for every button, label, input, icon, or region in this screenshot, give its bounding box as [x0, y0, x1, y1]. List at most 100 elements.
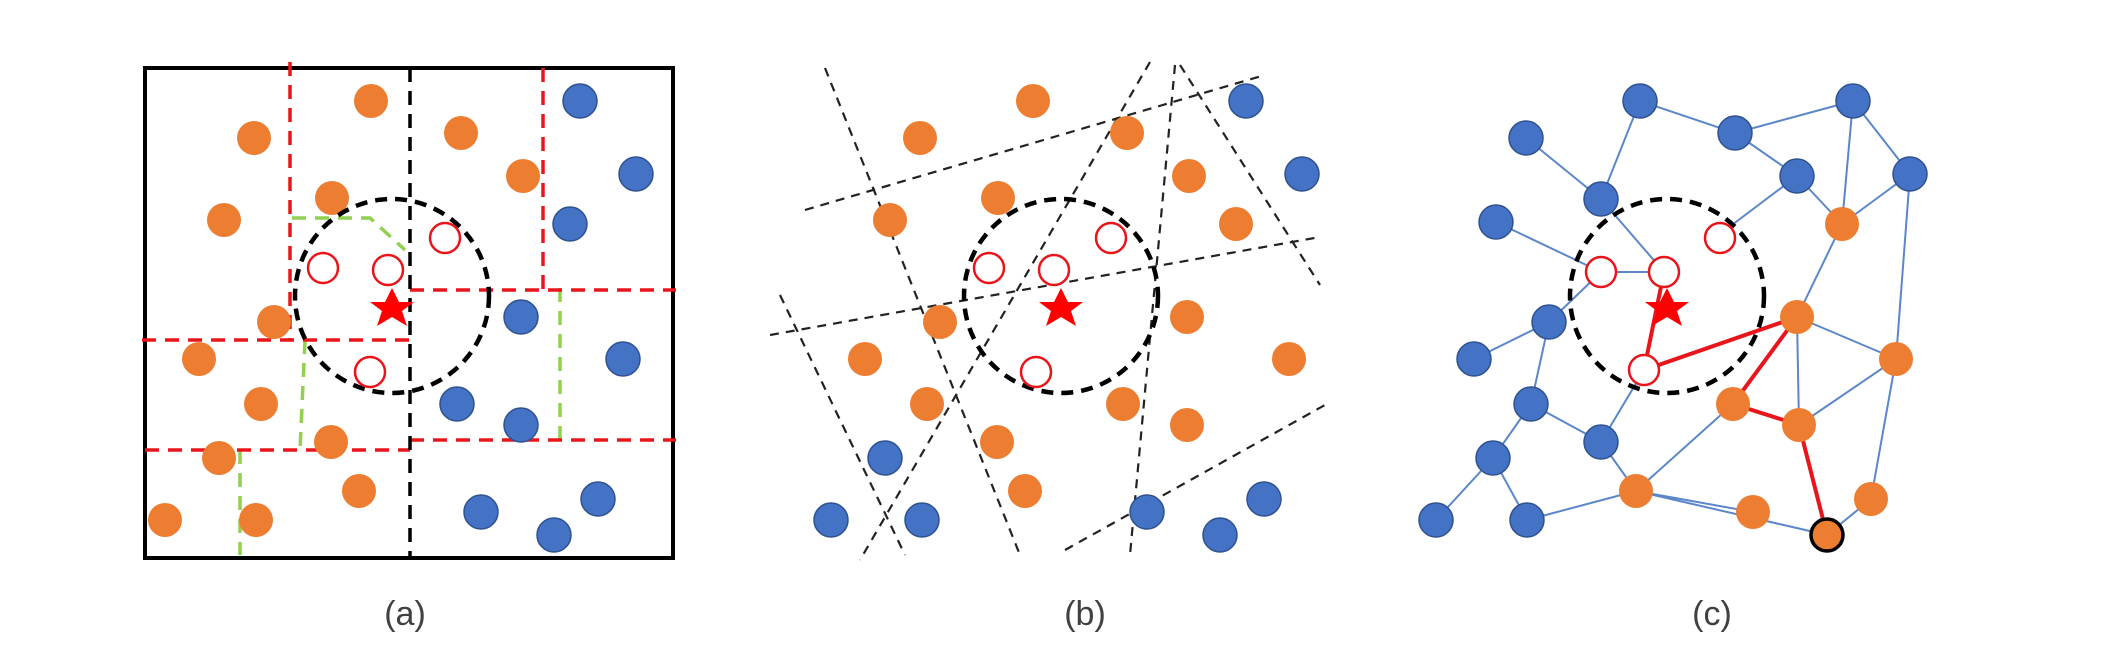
neighbor-ring — [353, 355, 387, 389]
blue-point — [1284, 156, 1320, 192]
orange-point — [257, 305, 291, 339]
neighbor-rings — [306, 221, 462, 389]
orange-points — [848, 84, 1306, 508]
neighbor-ring — [1703, 221, 1737, 255]
blue-node — [1583, 424, 1619, 460]
neighbor-ring — [1647, 255, 1681, 289]
blue-points — [813, 83, 1320, 553]
orange-point — [202, 441, 236, 475]
hyperplane-lines — [769, 61, 1326, 561]
blue-points — [439, 83, 654, 553]
orange-point — [315, 181, 349, 215]
orange-point — [244, 387, 278, 421]
neighbor-ring — [1094, 221, 1128, 255]
blue-point — [439, 386, 475, 422]
caption-b: (b) — [1064, 595, 1106, 633]
blue-point — [1246, 481, 1282, 517]
blue-node — [1509, 502, 1545, 538]
blue-point — [813, 502, 849, 538]
orange-point — [342, 474, 376, 508]
orange-point — [239, 503, 273, 537]
orange-point — [148, 503, 182, 537]
orange-point — [354, 84, 388, 118]
blue-point — [503, 407, 539, 443]
orange-point — [314, 425, 348, 459]
blue-node — [1892, 156, 1928, 192]
blue-node — [1717, 115, 1753, 151]
blue-point — [552, 206, 588, 242]
blue-node — [1478, 204, 1514, 240]
blue-nodes — [1418, 83, 1928, 538]
blue-point — [618, 156, 654, 192]
blue-node — [1513, 386, 1549, 422]
blue-point — [1228, 83, 1264, 119]
blue-point — [536, 517, 572, 553]
orange-node — [1854, 482, 1888, 516]
blue-point — [562, 83, 598, 119]
blue-point — [463, 494, 499, 530]
orange-point — [903, 121, 937, 155]
orange-points — [148, 84, 540, 537]
neighbor-ring — [371, 253, 405, 287]
orange-point — [1170, 300, 1204, 334]
query-radius-circle — [1567, 196, 1767, 396]
neighbor-ring — [1037, 253, 1071, 287]
orange-nodes — [1619, 207, 1913, 529]
orange-node — [1716, 387, 1750, 421]
orange-node — [1825, 207, 1859, 241]
orange-point — [848, 342, 882, 376]
blue-point — [867, 440, 903, 476]
query-radius-circle — [292, 196, 492, 396]
blue-node — [1622, 83, 1658, 119]
orange-point — [980, 425, 1014, 459]
neighbor-ring — [1019, 355, 1053, 389]
orange-point — [1110, 116, 1144, 150]
orange-point — [1172, 159, 1206, 193]
orange-point — [873, 203, 907, 237]
blue-point — [605, 341, 641, 377]
query-radius-circle — [961, 196, 1161, 396]
orange-node — [1879, 342, 1913, 376]
blue-node — [1779, 158, 1815, 194]
orange-point — [207, 203, 241, 237]
blue-node — [1835, 83, 1871, 119]
panel-a: (a) — [142, 62, 676, 633]
caption-a: (a) — [384, 595, 426, 633]
orange-point — [237, 121, 271, 155]
query-star — [1645, 288, 1689, 326]
neighbor-rings — [972, 221, 1128, 389]
blue-node — [1583, 181, 1619, 217]
neighbor-ring — [428, 221, 462, 255]
blue-point — [1129, 494, 1165, 530]
orange-point — [910, 387, 944, 421]
orange-point — [1170, 408, 1204, 442]
orange-point — [1272, 342, 1306, 376]
neighbor-ring — [306, 251, 340, 285]
blue-node — [1508, 120, 1544, 156]
panel-b: (b) — [769, 61, 1326, 633]
orange-point — [981, 181, 1015, 215]
orange-point — [1016, 84, 1050, 118]
panel-c: (c) — [1418, 83, 1928, 633]
orange-point — [1106, 387, 1140, 421]
blue-node — [1475, 440, 1511, 476]
orange-node — [1782, 408, 1816, 442]
neighbor-ring — [972, 251, 1006, 285]
neighbor-ring — [1627, 353, 1661, 387]
orange-node — [1736, 495, 1770, 529]
orange-point — [1219, 207, 1253, 241]
blue-node — [1531, 304, 1567, 340]
orange-point — [923, 305, 957, 339]
query-star — [1039, 288, 1083, 326]
red-partition-lines — [142, 62, 676, 452]
blue-node — [1456, 341, 1492, 377]
neighbor-ring — [1584, 255, 1618, 289]
orange-node — [1619, 474, 1653, 508]
blue-node — [1418, 502, 1454, 538]
entry-node — [1809, 517, 1845, 553]
caption-c: (c) — [1692, 595, 1732, 633]
orange-point — [1008, 474, 1042, 508]
orange-node — [1780, 300, 1814, 334]
neighbor-rings — [1584, 221, 1737, 387]
orange-point — [444, 116, 478, 150]
